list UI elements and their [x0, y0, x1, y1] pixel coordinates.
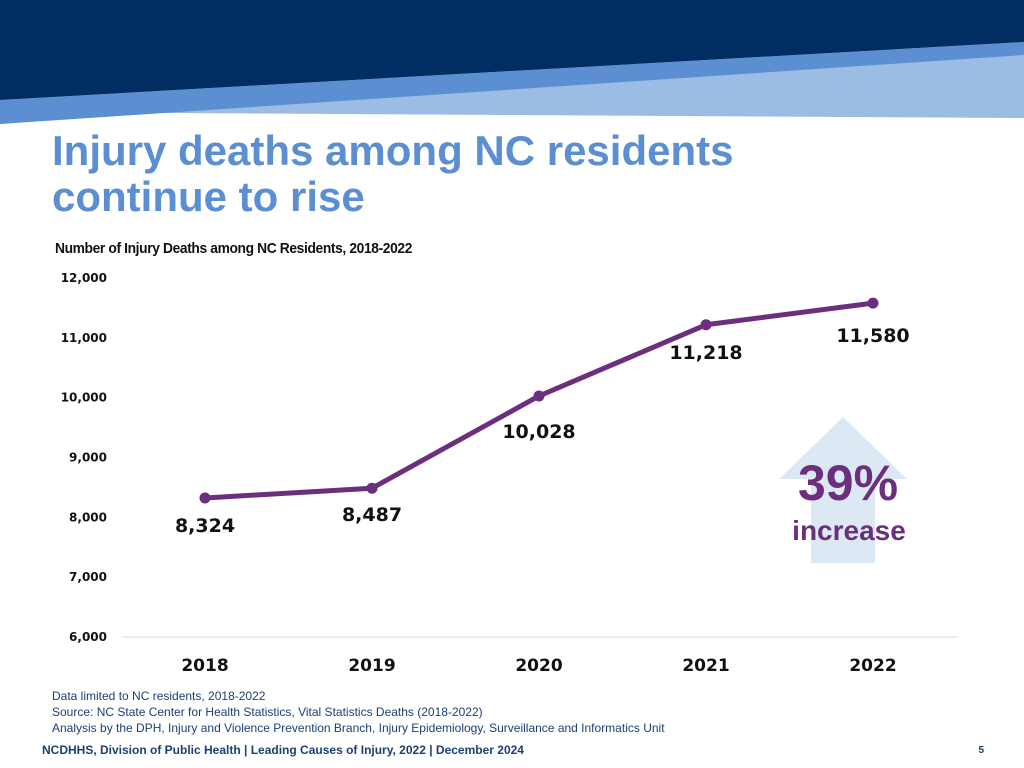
y-tick-label: 9,000: [69, 451, 107, 465]
note-data-limit: Data limited to NC residents, 2018-2022: [52, 689, 266, 703]
data-label: 10,028: [502, 421, 575, 443]
x-category-label: 2020: [515, 656, 562, 676]
increase-label: increase: [792, 515, 906, 546]
y-tick-label: 8,000: [69, 510, 107, 524]
y-tick-label: 11,000: [61, 331, 107, 345]
data-point: [366, 482, 378, 494]
note-analysis: Analysis by the DPH, Injury and Violence…: [52, 721, 665, 735]
data-point: [867, 297, 879, 309]
header-banner: [0, 0, 1024, 124]
data-labels: 8,324 8,487 10,028 11,218 11,580: [175, 325, 910, 537]
series-injury-deaths: [199, 297, 879, 504]
data-label: 8,487: [342, 504, 402, 526]
y-axis-ticks: 6,000 7,000 8,000 9,000 10,000 11,000 12,000: [61, 271, 107, 644]
y-tick-label: 6,000: [69, 630, 107, 644]
slide-title-line-1: Injury deaths among NC residents: [52, 127, 734, 174]
data-point: [700, 319, 712, 331]
x-category-label: 2022: [849, 656, 896, 676]
footer-text: NCDHHS, Division of Public Health | Lead…: [42, 743, 524, 757]
x-axis-categories: 2018 2019 2020 2021 2022: [181, 656, 896, 676]
data-label: 11,580: [836, 325, 909, 347]
data-label: 11,218: [669, 342, 742, 364]
slide-title-line-2: continue to rise: [52, 173, 365, 220]
y-tick-label: 12,000: [61, 271, 107, 285]
source-notes: Data limited to NC residents, 2018-2022 …: [52, 688, 665, 736]
data-label: 8,324: [175, 515, 235, 537]
data-point: [533, 390, 545, 402]
increase-percent: 39%: [798, 455, 898, 511]
increase-arrow: 39% increase: [779, 417, 907, 563]
data-point: [199, 492, 211, 504]
up-arrow-shape: [779, 417, 907, 563]
y-tick-label: 10,000: [61, 391, 107, 405]
page-number: 5: [978, 745, 984, 756]
x-category-label: 2019: [348, 656, 395, 676]
slide-title: Injury deaths among NC residents continu…: [52, 128, 952, 220]
x-category-label: 2018: [181, 656, 228, 676]
x-category-label: 2021: [682, 656, 729, 676]
banner-dark-band: [0, 0, 1024, 100]
note-source: Source: NC State Center for Health Stati…: [52, 705, 483, 719]
line-chart: 39% increase 6,000 7,000 8,000 9,000 10,000 1…: [61, 271, 958, 676]
chart-title: Number of Injury Deaths among NC Residen…: [55, 240, 413, 257]
y-tick-label: 7,000: [69, 570, 107, 584]
banner-mid-stripe: [0, 42, 1024, 124]
